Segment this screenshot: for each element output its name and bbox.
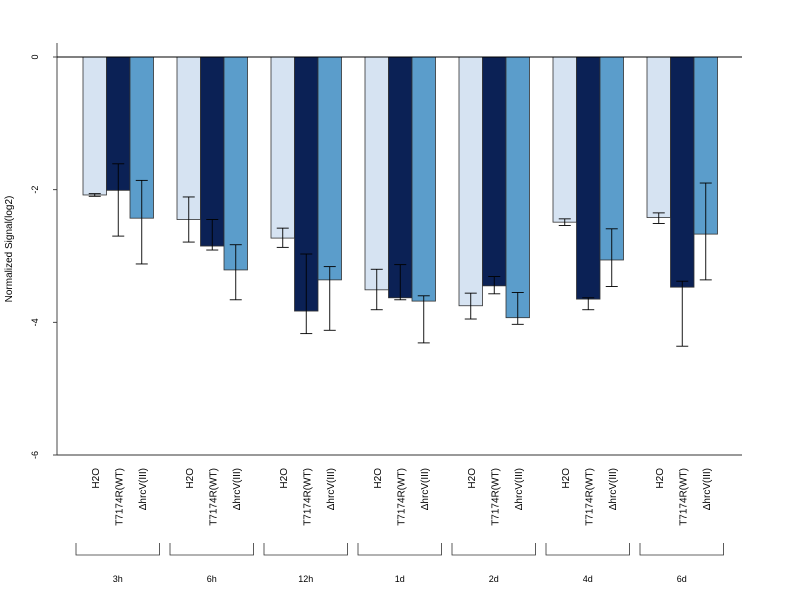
y-tick-label: -2	[30, 186, 40, 194]
x-tick-label: H2O	[655, 468, 666, 489]
x-tick-label: ΔhrcV(III)	[514, 468, 525, 510]
x-tick-label: T7174R(WT)	[396, 468, 407, 526]
error-bars-layer	[88, 163, 712, 347]
x-tick-label: H2O	[561, 468, 572, 489]
bar-6h-1	[200, 56, 225, 247]
x-tick-label: H2O	[373, 468, 384, 489]
x-tick-label: T7174R(WT)	[584, 468, 595, 526]
x-tick-label: ΔhrcV(III)	[420, 468, 431, 510]
group-bracket	[169, 543, 254, 556]
bar-2d-0	[458, 56, 483, 307]
group-bracket	[451, 543, 536, 556]
x-tick-label: ΔhrcV(III)	[138, 468, 149, 510]
bar-6h-2	[223, 56, 248, 271]
bar-1d-0	[364, 56, 389, 291]
group-label: 3h	[113, 574, 123, 584]
x-tick-label: H2O	[185, 468, 196, 489]
group-bracket	[545, 543, 630, 556]
group-bracket	[357, 543, 442, 556]
y-tick-label: -4	[30, 318, 40, 326]
group-label: 6d	[677, 574, 687, 584]
bar-2d-1	[482, 56, 507, 287]
bar-4d-0	[552, 56, 577, 223]
x-tick-label: T7174R(WT)	[490, 468, 501, 526]
x-tick-label: T7174R(WT)	[678, 468, 689, 526]
group-bracket	[75, 543, 160, 556]
x-tick-label: ΔhrcV(III)	[702, 468, 713, 510]
bar-1d-2	[411, 56, 436, 302]
x-tick-label: ΔhrcV(III)	[326, 468, 337, 510]
x-tick-label: H2O	[91, 468, 102, 489]
bar-12h-2	[317, 56, 342, 281]
axes-layer	[53, 43, 742, 556]
x-tick-label: ΔhrcV(III)	[608, 468, 619, 510]
x-tick-label: T7174R(WT)	[208, 468, 219, 526]
group-label: 6h	[207, 574, 217, 584]
x-tick-label: T7174R(WT)	[114, 468, 125, 526]
group-label: 2d	[489, 574, 499, 584]
y-tick-label: -6	[30, 451, 40, 459]
y-tick-label: 0	[30, 54, 40, 59]
group-bracket	[263, 543, 348, 556]
y-axis-title: Normalized Signal(log2)	[4, 196, 15, 303]
group-label: 4d	[583, 574, 593, 584]
bar-2d-2	[505, 56, 530, 319]
bar-3h-0	[82, 56, 107, 196]
x-tick-label: H2O	[279, 468, 290, 489]
bar-1d-1	[388, 56, 413, 299]
bar-12h-0	[270, 56, 295, 239]
bars-layer	[82, 56, 718, 319]
bar-6d-1	[670, 56, 695, 288]
bar-4d-1	[576, 56, 601, 300]
bar-6d-0	[646, 56, 671, 218]
group-bracket	[639, 543, 724, 556]
x-tick-label: ΔhrcV(III)	[232, 468, 243, 510]
group-label: 12h	[298, 574, 313, 584]
bar-6h-0	[176, 56, 201, 220]
x-tick-label: T7174R(WT)	[302, 468, 313, 526]
x-tick-label: H2O	[467, 468, 478, 489]
labels-layer: H2O T7174R(WT) ΔhrcV(III) 3h H2O T7174R(WT) Δh…	[30, 54, 713, 584]
group-label: 1d	[395, 574, 405, 584]
